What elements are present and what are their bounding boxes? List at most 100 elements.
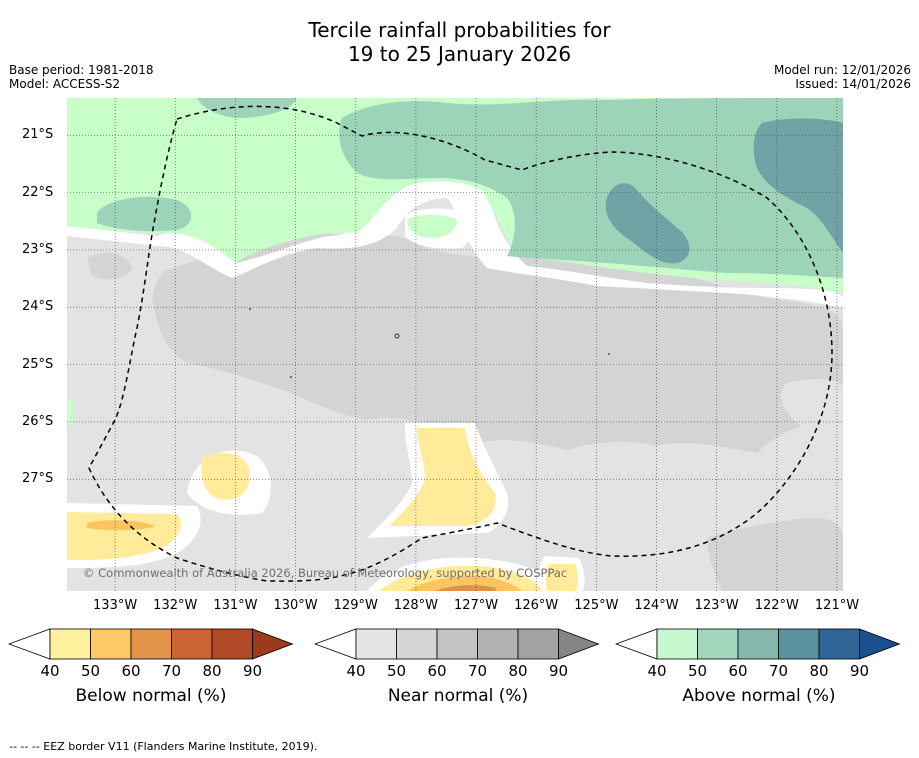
colorbar-near-tick: 40 — [346, 662, 366, 680]
longitude-label: 130°W — [273, 598, 318, 613]
longitude-label: 128°W — [393, 598, 438, 613]
below-normal-40-region-southeast — [545, 564, 578, 591]
white-band-north — [67, 180, 843, 308]
map-artifact-3 — [608, 353, 610, 355]
base-period-text: Base period: 1981-2018 — [9, 63, 154, 77]
colorbar-above-under-triangle — [615, 628, 658, 660]
map-artifact-1 — [394, 333, 400, 339]
eez-border-legend: -- -- -- EEZ border V11 (Flanders Marine… — [9, 740, 318, 753]
colorbar-near-tick: 90 — [548, 662, 569, 680]
colorbar-below-segment-3 — [171, 628, 213, 660]
colorbar-near-tick: 50 — [386, 662, 407, 680]
model-text: Model: ACCESS-S2 — [9, 77, 121, 91]
near-normal-40-patch-west — [67, 347, 192, 442]
colorbar-above-tick: 70 — [768, 662, 789, 680]
longitude-label: 127°W — [453, 598, 499, 613]
colorbar-above-segment-4 — [818, 628, 860, 660]
colorbar-below-tick: 40 — [40, 662, 60, 680]
colorbar-above-segment-1 — [697, 628, 739, 660]
colorbar-below-segment-2 — [130, 628, 172, 660]
colorbar-above-segment-0 — [656, 628, 698, 660]
longitude-label: 131°W — [213, 598, 258, 613]
near-normal-50-region-east — [707, 517, 843, 591]
latitude-label: 25°S — [22, 356, 54, 372]
colorbar-above-tick: 40 — [647, 662, 667, 680]
colorbar-above-tick: 80 — [809, 662, 829, 680]
copyright-text: © Commonwealth of Australia 2026, Bureau… — [83, 566, 567, 580]
below-normal-40-region-center — [389, 428, 496, 526]
longitude-label: 124°W — [634, 598, 679, 613]
longitude-label: 122°W — [754, 598, 799, 613]
above-normal-60-region-east — [753, 118, 843, 253]
colorbar-below-tick: 60 — [121, 662, 141, 680]
map-title: Tercile rainfall probabilities for 19 to… — [0, 18, 919, 66]
colorbar-near-tick: 80 — [508, 662, 528, 680]
latitude-label: 27°S — [22, 471, 54, 487]
map-title-line1: Tercile rainfall probabilities for — [308, 18, 611, 42]
colorbar-near-segment-2 — [436, 628, 478, 660]
colorbar-near-segment-1 — [396, 628, 438, 660]
longitude-label: 123°W — [694, 598, 739, 613]
colorbar-below-under-triangle — [8, 628, 51, 660]
map-title-line2: 19 to 25 January 2026 — [347, 42, 572, 66]
colorbar-near-over-triangle — [558, 628, 600, 660]
colorbar-near-normal — [314, 628, 600, 660]
map-artifact-4 — [290, 376, 292, 378]
colorbar-above-tick: 50 — [687, 662, 708, 680]
colorbar-below-tick: 50 — [80, 662, 101, 680]
above-normal-60-region-center — [605, 183, 690, 264]
above-normal-40-patch — [407, 214, 457, 238]
colorbar-above-segment-3 — [778, 628, 820, 660]
model-run-text: Model run: 12/01/2026 — [773, 63, 911, 77]
colorbar-below-tick: 80 — [202, 662, 222, 680]
longitude-label: 129°W — [333, 598, 378, 613]
colorbar-above-normal — [615, 628, 901, 660]
colorbar-near-segment-4 — [517, 628, 559, 660]
latitude-label: 22°S — [22, 184, 54, 200]
eez-border — [88, 105, 833, 582]
latitude-label: 21°S — [22, 127, 54, 143]
map-artifact-2 — [249, 308, 251, 310]
colorbar-below-segment-4 — [211, 628, 253, 660]
colorbar-near-tick: 70 — [467, 662, 488, 680]
longitude-label: 126°W — [514, 598, 559, 613]
below-normal-50-region-west — [87, 520, 155, 531]
colorbar-below-over-triangle — [252, 628, 294, 660]
issued-text: Issued: 14/01/2026 — [795, 77, 911, 91]
colorbar-above-over-triangle — [859, 628, 901, 660]
below-normal-60-region-bottom — [435, 585, 497, 591]
colorbar-below-segment-0 — [49, 628, 91, 660]
longitude-label: 132°W — [153, 598, 198, 613]
colorbar-above-tick: 90 — [849, 662, 870, 680]
colorbar-below-tick: 70 — [161, 662, 182, 680]
above-normal-40-west-strip — [67, 399, 73, 427]
longitude-label: 133°W — [93, 598, 138, 613]
near-normal-40-patch-east — [780, 378, 843, 434]
above-normal-50-patch-north — [197, 98, 297, 118]
below-normal-50-region-bottom — [407, 576, 522, 591]
colorbar-near-segment-3 — [477, 628, 519, 660]
colorbar-label-near: Near normal (%) — [387, 686, 529, 706]
colorbar-above-tick: 60 — [728, 662, 748, 680]
above-normal-50-region — [339, 98, 843, 278]
colorbar-near-tick: 60 — [427, 662, 447, 680]
meta-left: Base period: 1981-2018 Model: ACCESS-S2 — [9, 63, 154, 91]
colorbar-label-above: Above normal (%) — [682, 686, 836, 706]
probability-map: © Commonwealth of Australia 2026, Bureau… — [67, 98, 843, 591]
meta-right: Model run: 12/01/2026 Issued: 14/01/2026 — [774, 63, 911, 91]
colorbar-label-below: Below normal (%) — [75, 686, 227, 706]
colorbar-below-segment-1 — [90, 628, 132, 660]
colorbar-near-segment-0 — [355, 628, 397, 660]
below-normal-40-region-south — [201, 452, 250, 500]
longitude-label: 125°W — [574, 598, 619, 613]
colorbar-below-tick: 90 — [242, 662, 263, 680]
colorbar-below-normal — [8, 628, 294, 660]
longitude-label: 121°W — [814, 598, 860, 613]
map-gridlines — [67, 98, 843, 591]
near-normal-50-region-small — [87, 252, 132, 280]
colorbar-above-segment-2 — [737, 628, 779, 660]
latitude-label: 26°S — [22, 413, 54, 429]
above-normal-50-patch-west — [97, 196, 192, 232]
colorbar-near-under-triangle — [314, 628, 357, 660]
latitude-label: 23°S — [22, 241, 54, 257]
